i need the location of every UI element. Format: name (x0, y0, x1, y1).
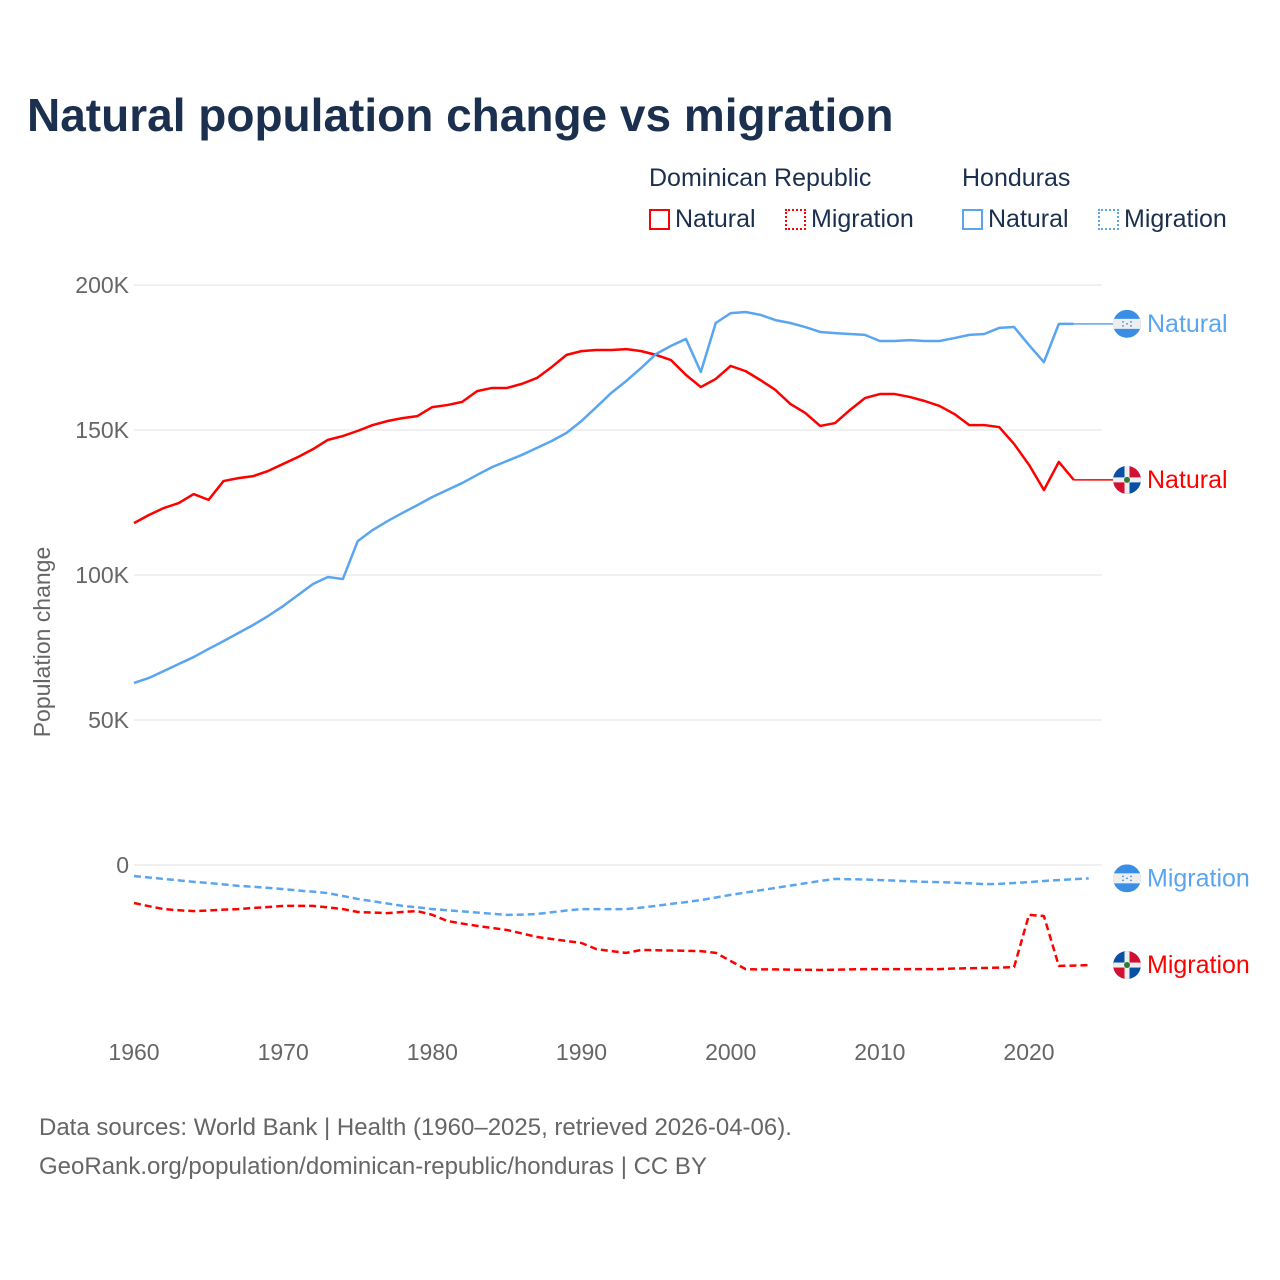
legend-group-honduras: Honduras (962, 164, 1071, 192)
x-tick-label: 1960 (108, 1039, 159, 1065)
legend-honduras-natural[interactable]: Natural (962, 205, 1069, 234)
legend-swatch-dotted (1098, 209, 1119, 230)
y-tick-label: 0 (116, 852, 129, 878)
series-end-label: Migration (1147, 951, 1250, 979)
y-tick-label: 50K (88, 707, 130, 733)
series-line-honduras-natural (133, 310, 1074, 685)
dominican-republic-flag-icon (1113, 465, 1141, 494)
legend-swatch-dotted (785, 209, 806, 230)
honduras-flag-icon (1113, 309, 1141, 338)
x-tick-label: 2020 (1003, 1039, 1054, 1065)
x-tick-label: 2010 (854, 1039, 905, 1065)
series-line-honduras-migration (133, 874, 1089, 917)
legend-group-dominican-republic: Dominican Republic (649, 164, 872, 192)
legend-label: Natural (675, 205, 756, 233)
legend-swatch-solid (962, 209, 983, 230)
legend-label: Migration (811, 205, 914, 233)
legend-label: Migration (1124, 205, 1227, 233)
attribution-link[interactable]: GeoRank.org/population/dominican-republi… (39, 1153, 707, 1180)
x-tick-label: 1980 (407, 1039, 458, 1065)
y-tick-label: 100K (75, 562, 129, 588)
series-end-label: Natural (1147, 310, 1228, 338)
x-tick-label: 1990 (556, 1039, 607, 1065)
series-end-label: Natural (1147, 466, 1228, 494)
legend-honduras-migration[interactable]: Migration (1098, 205, 1227, 234)
legend-label: Natural (988, 205, 1069, 233)
chart-title: Natural population change vs migration (27, 89, 894, 141)
legend-swatch-solid (649, 209, 670, 230)
honduras-flag-icon (1113, 864, 1141, 893)
footer: Data sources: World Bank | Health (1960–… (39, 1108, 792, 1186)
y-axis-label: Population change (29, 547, 55, 738)
series-line-dominican-republic-natural (133, 347, 1075, 525)
y-tick-label: 200K (75, 272, 129, 298)
series-line-dominican-republic-migration (133, 901, 1089, 972)
dominican-republic-flag-icon (1113, 951, 1141, 980)
data-source-text: Data sources: World Bank | Health (1960–… (39, 1114, 792, 1141)
x-tick-label: 1970 (258, 1039, 309, 1065)
y-tick-label: 150K (75, 417, 129, 443)
legend-dr-migration[interactable]: Migration (785, 205, 914, 234)
series-end-label: Migration (1147, 864, 1250, 892)
legend-dr-natural[interactable]: Natural (649, 205, 756, 234)
x-tick-label: 2000 (705, 1039, 756, 1065)
